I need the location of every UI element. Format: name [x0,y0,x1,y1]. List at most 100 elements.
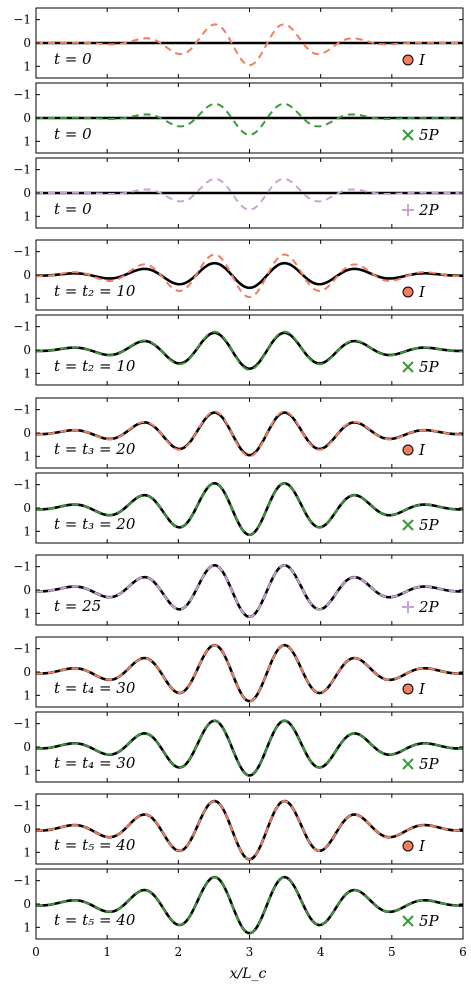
dashed-series-line [36,564,463,618]
dashed-series-line [36,482,463,536]
circle-marker-icon [402,54,414,66]
dashed-series-line [36,177,463,211]
circle-marker-icon [402,840,414,852]
y-tick-label: 1 [23,291,31,305]
y-tick-label: 0 [23,822,31,836]
panel-time-label: t = t₂ = 10 [54,282,136,300]
y-tick-label: −1 [13,163,31,177]
panel-4: −1 0 1 t = t₂ = 10 I [13,239,464,311]
x-axis-label: x/L_c [230,966,267,982]
panel-6: −1 0 1 t = t₃ = 20 I [13,397,464,469]
dashed-series-line [36,410,463,458]
panel-time-label: t = 0 [54,125,92,143]
panel-3: −1 0 1 t = 0 2P [13,157,464,229]
x-tick-label: 6 [459,945,467,959]
marker-label: 2P [418,598,440,616]
dashed-series-line [36,644,463,703]
cross-marker-icon [402,361,414,373]
x-tick-label: 0 [32,945,40,959]
y-tick-label: −1 [13,320,31,334]
y-tick-label: 0 [23,740,31,754]
cross-marker-icon [402,915,414,927]
y-tick-label: 0 [23,111,31,125]
y-tick-label: 0 [23,268,31,282]
y-tick-label: 0 [23,897,31,911]
y-tick-label: 0 [23,343,31,357]
x-tick-label: 1 [103,945,111,959]
circle-marker-icon [402,444,414,456]
panel-1: −1 0 1 t = 0 I [13,7,464,79]
y-tick-label: −1 [13,13,31,27]
marker-label: I [418,837,426,855]
panel-time-label: t = 25 [54,597,101,615]
marker-label: 5P [419,912,440,930]
marker-label: 5P [419,516,440,534]
marker-label: I [418,283,426,301]
x-tick-label: 2 [175,945,183,959]
y-tick-label: 0 [23,583,31,597]
dashed-series-line [36,253,463,299]
plus-marker-icon [402,601,414,613]
dashed-series-line [36,800,463,861]
solid-series-line [36,261,463,290]
x-tick-label: 3 [246,945,254,959]
y-tick-label: 1 [23,688,31,702]
y-tick-label: −1 [13,88,31,102]
y-tick-label: 1 [23,59,31,73]
y-tick-label: 0 [23,186,31,200]
marker-label: I [418,680,426,698]
panel-time-label: t = 0 [54,200,92,218]
circle-marker-icon [402,286,414,298]
panel-time-label: t = t₄ = 30 [54,679,136,697]
cross-marker-icon [402,519,414,531]
y-tick-label: −1 [13,717,31,731]
panel-time-label: t = t₅ = 40 [54,836,136,854]
circle-marker-icon [402,683,414,695]
cross-marker-icon [402,758,414,770]
x-tick-label: 4 [317,945,325,959]
y-tick-label: 1 [23,209,31,223]
y-tick-label: 1 [23,920,31,934]
y-tick-label: 0 [23,665,31,679]
panel-time-label: t = t₂ = 10 [54,357,136,375]
panel-2: −1 0 1 t = 0 5P [13,82,464,154]
marker-label: I [418,51,426,69]
marker-label: I [418,441,426,459]
dashed-series-line [36,330,463,371]
panel-8: −1 0 1 t = 25 2P [13,554,464,626]
panel-7: −1 0 1 t = t₃ = 20 5P [13,472,464,544]
panel-5: −1 0 1 t = t₂ = 10 5P [13,314,464,386]
panel-time-label: t = t₃ = 20 [54,440,136,458]
y-tick-label: −1 [13,799,31,813]
y-tick-label: −1 [13,403,31,417]
y-tick-label: 1 [23,449,31,463]
marker-label: 5P [419,755,440,773]
y-tick-label: 1 [23,763,31,777]
dashed-series-line [36,719,463,777]
y-tick-label: −1 [13,874,31,888]
y-tick-label: 1 [23,845,31,859]
y-tick-label: −1 [13,245,31,259]
y-tick-label: −1 [13,642,31,656]
panel-11: −1 0 1 t = t₅ = 40 I [13,793,464,865]
marker-label: 5P [419,358,440,376]
y-tick-label: 0 [23,426,31,440]
marker-label: 5P [419,126,440,144]
panels-group: −1 0 1 t = 0 I −1 0 1 t = 0 5P −1 0 1 t = 0 2P −1 0 1 t = … [13,7,464,940]
dashed-series-line [36,102,463,136]
y-tick-label: 1 [23,524,31,538]
y-tick-label: −1 [13,560,31,574]
panel-time-label: t = 0 [54,50,92,68]
y-tick-label: 1 [23,134,31,148]
y-tick-label: 1 [23,366,31,380]
y-tick-label: −1 [13,478,31,492]
panel-9: −1 0 1 t = t₄ = 30 I [13,636,464,708]
plus-marker-icon [402,204,414,216]
panel-12: −1 0 1 t = t₅ = 40 5P [13,868,464,940]
x-tick-label: 5 [388,945,396,959]
y-tick-label: 1 [23,606,31,620]
marker-label: 2P [418,201,440,219]
dashed-series-line [36,876,463,935]
panel-time-label: t = t₄ = 30 [54,754,136,772]
